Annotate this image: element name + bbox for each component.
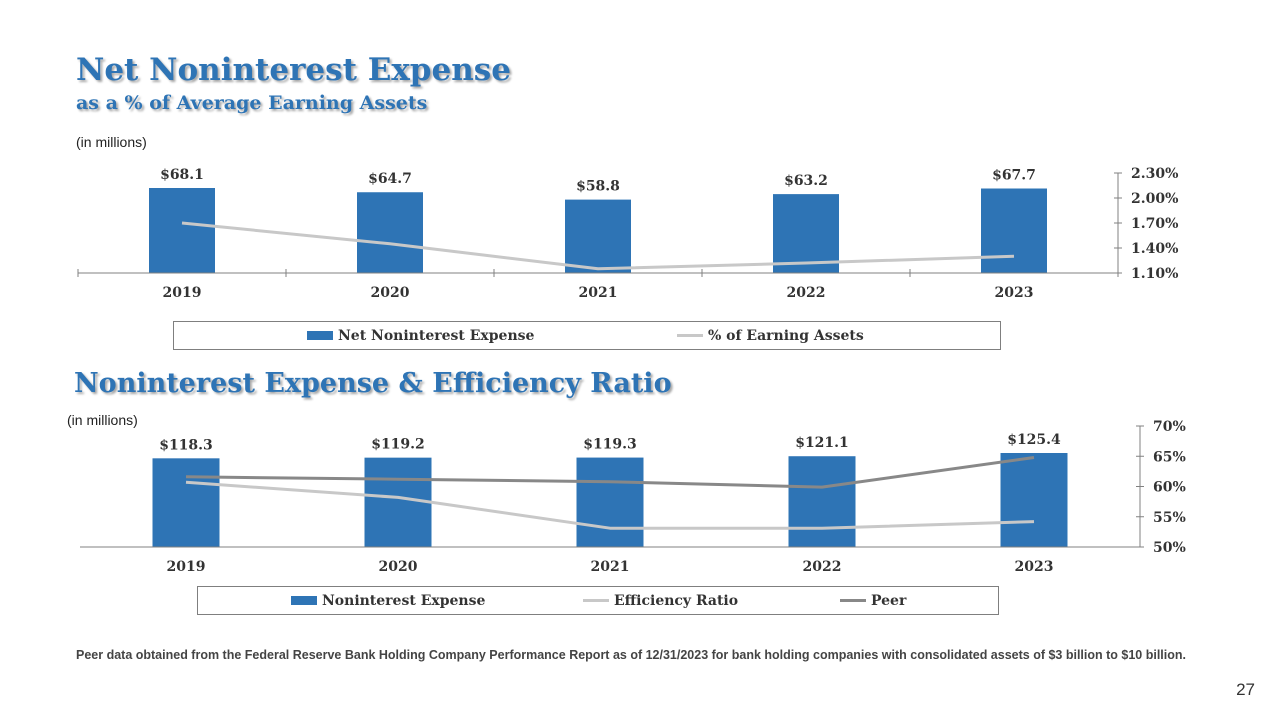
series-line-efficiency-ratio [185,480,1035,530]
x-tick-label-2020: 2020 [379,559,418,575]
legend-item-peer: Peer [840,587,906,614]
legend-swatch-line [840,599,866,602]
footnote: Peer data obtained from the Federal Rese… [76,648,1186,662]
chart1-units-note: (in millions) [76,134,147,150]
y2-tick-label: 55% [1153,510,1186,526]
bar-2019 [149,188,215,273]
data-label-2022: $121.1 [795,435,849,451]
x-tick-label-2019: 2019 [163,285,202,301]
bar-2021 [565,199,631,273]
bar-2020 [364,457,432,547]
bar-2023 [1000,453,1068,547]
y2-tick-label: 60% [1153,480,1186,496]
bar-2022 [773,194,839,273]
data-label-2021: $58.8 [576,179,620,195]
x-tick-label-2021: 2021 [579,285,618,301]
bar-2020 [357,192,423,273]
series-line--of-earning-assets [181,221,1015,271]
legend-label: Peer [871,592,907,609]
page-number: 27 [1236,680,1255,699]
y2-tick-label: 2.30% [1131,166,1178,182]
y2-tick-label: 65% [1153,449,1186,465]
legend-label: Net Noninterest Expense [338,327,535,344]
data-label-2023: $125.4 [1007,432,1061,448]
y2-tick-label: 1.40% [1131,241,1178,257]
chart1-plot: $68.1 $64.7 $58.8 $63.2 $67.7 2019 2020 2021 202… [77,166,1178,301]
chart2-plot: $118.3 $119.2 $119.3 $121.1 $125.4 2019 2020 20… [80,419,1186,575]
x-tick-label-2021: 2021 [591,559,630,575]
data-label-2019: $118.3 [159,437,213,453]
legend-label: Noninterest Expense [322,592,486,609]
data-label-2021: $119.3 [583,437,637,453]
x-tick-label-2022: 2022 [787,285,826,301]
chart2-title: Noninterest Expense & Efficiency Ratio [74,368,672,399]
legend-swatch-line [677,334,703,337]
bar-2023 [981,188,1047,273]
series-line-peer [185,456,1035,489]
data-label-2023: $67.7 [992,167,1036,183]
x-tick-label-2020: 2020 [371,285,410,301]
legend-item-net-noninterest-expense: Net Noninterest Expense [307,322,534,349]
chart2-units-note: (in millions) [67,412,138,428]
y2-tick-label: 1.70% [1131,216,1178,232]
x-tick-label-2022: 2022 [803,559,842,575]
y2-tick-label: 50% [1153,540,1186,556]
x-tick-label-2019: 2019 [167,559,206,575]
bar-2021 [576,457,644,547]
data-label-2020: $119.2 [371,437,425,453]
chart1-subtitle: as a % of Average Earning Assets [76,92,428,114]
legend-swatch-bar [291,596,317,605]
chart1-legend: Net Noninterest Expense % of Earning Ass… [173,321,1001,350]
y2-tick-label: 1.10% [1131,266,1178,282]
x-tick-label-2023: 2023 [995,285,1034,301]
chart2-legend: Noninterest Expense Efficiency Ratio Pee… [197,586,999,615]
legend-item-percent-earning-assets: % of Earning Assets [677,322,864,349]
legend-label: Efficiency Ratio [614,592,739,609]
legend-label: % of Earning Assets [708,327,864,344]
y2-tick-label: 70% [1153,419,1186,435]
legend-item-efficiency-ratio: Efficiency Ratio [583,587,738,614]
chart1-title: Net Noninterest Expense [76,52,511,88]
bar-2019 [152,458,220,547]
data-label-2020: $64.7 [368,171,412,187]
y2-tick-label: 2.00% [1131,191,1178,207]
legend-swatch-line [583,599,609,602]
legend-swatch-bar [307,331,333,340]
legend-item-noninterest-expense: Noninterest Expense [291,587,485,614]
data-label-2022: $63.2 [784,173,828,189]
bar-2022 [788,456,856,547]
data-label-2019: $68.1 [160,167,204,183]
x-tick-label-2023: 2023 [1015,559,1054,575]
